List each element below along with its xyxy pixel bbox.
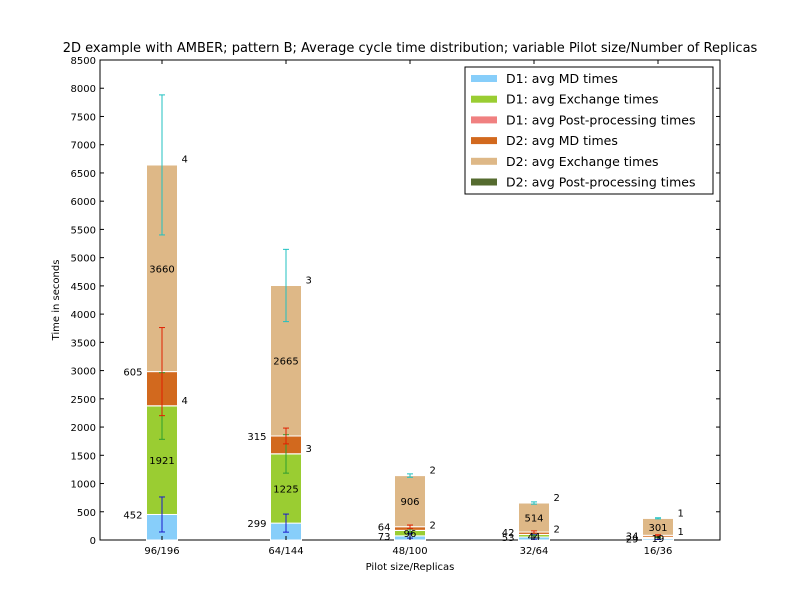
segment-value-label: 42	[502, 528, 515, 539]
legend-label: D1: avg Exchange times	[506, 92, 659, 107]
y-tick-label: 3000	[71, 367, 96, 378]
legend-label: D2: avg Post-processing times	[506, 175, 695, 190]
y-tick-label: 6000	[71, 197, 96, 208]
segment-value-label: 315	[247, 432, 266, 443]
segment-value-label: 3	[306, 275, 312, 286]
segment-value-label: 1	[678, 508, 684, 519]
legend-swatch	[471, 179, 497, 186]
legend-swatch	[471, 116, 497, 123]
segment-value-label: 4	[182, 155, 188, 166]
legend-swatch	[471, 75, 497, 82]
x-tick-label: 32/64	[520, 546, 549, 557]
segment-value-label: 299	[247, 519, 266, 530]
segment-value-label: 2	[554, 524, 560, 535]
y-tick-label: 1500	[71, 451, 96, 462]
chart-title: 2D example with AMBER; pattern B; Averag…	[63, 41, 758, 56]
segment-value-label: 906	[400, 497, 419, 508]
legend-swatch	[471, 96, 497, 103]
y-tick-label: 4000	[71, 310, 96, 321]
segment-value-label: 2	[430, 520, 436, 531]
y-tick-label: 3500	[71, 338, 96, 349]
x-tick-label: 64/144	[268, 546, 303, 557]
x-tick-label: 16/36	[644, 546, 673, 557]
legend-label: D1: avg MD times	[506, 71, 618, 86]
segment-value-label: 34	[626, 531, 639, 542]
y-tick-label: 5500	[71, 225, 96, 236]
segment-value-label: 2665	[273, 357, 298, 368]
legend-label: D2: avg Exchange times	[506, 154, 659, 169]
y-tick-label: 2000	[71, 423, 96, 434]
segment-value-label: 3	[306, 444, 312, 455]
segment-value-label: 1921	[149, 456, 174, 467]
y-tick-label: 8500	[71, 56, 96, 67]
segment-value-label: 2	[430, 465, 436, 476]
y-tick-label: 0	[90, 536, 96, 547]
y-tick-label: 2500	[71, 395, 96, 406]
y-tick-label: 1000	[71, 480, 96, 491]
legend-label: D2: avg MD times	[506, 133, 618, 148]
y-tick-label: 7500	[71, 112, 96, 123]
y-axis-label: Time in seconds	[51, 260, 62, 342]
x-tick-label: 96/196	[144, 546, 179, 557]
segment-value-label: 64	[378, 523, 391, 534]
segment-value-label: 1225	[273, 485, 298, 496]
segment-value-label: 1	[678, 527, 684, 538]
segment-value-label: 2	[554, 493, 560, 504]
y-tick-label: 6500	[71, 169, 96, 180]
y-tick-label: 8000	[71, 84, 96, 95]
legend-label: D1: avg Post-processing times	[506, 112, 695, 127]
segment-value-label: 605	[123, 368, 142, 379]
segment-value-label: 301	[648, 523, 667, 534]
y-tick-label: 500	[77, 508, 96, 519]
y-tick-label: 5000	[71, 254, 96, 265]
segment-value-label: 514	[524, 514, 543, 525]
x-tick-label: 48/100	[392, 546, 427, 557]
legend: D1: avg MD times D1: avg Exchange times D1…	[465, 67, 713, 194]
y-tick-label: 4500	[71, 282, 96, 293]
legend-swatch	[471, 137, 497, 144]
legend-swatch	[471, 158, 497, 165]
segment-value-label: 3660	[149, 264, 174, 275]
y-tick-label: 7000	[71, 141, 96, 152]
x-axis-label: Pilot size/Replicas	[366, 562, 455, 573]
segment-value-label: 452	[123, 510, 142, 521]
segment-value-label: 4	[182, 396, 188, 407]
